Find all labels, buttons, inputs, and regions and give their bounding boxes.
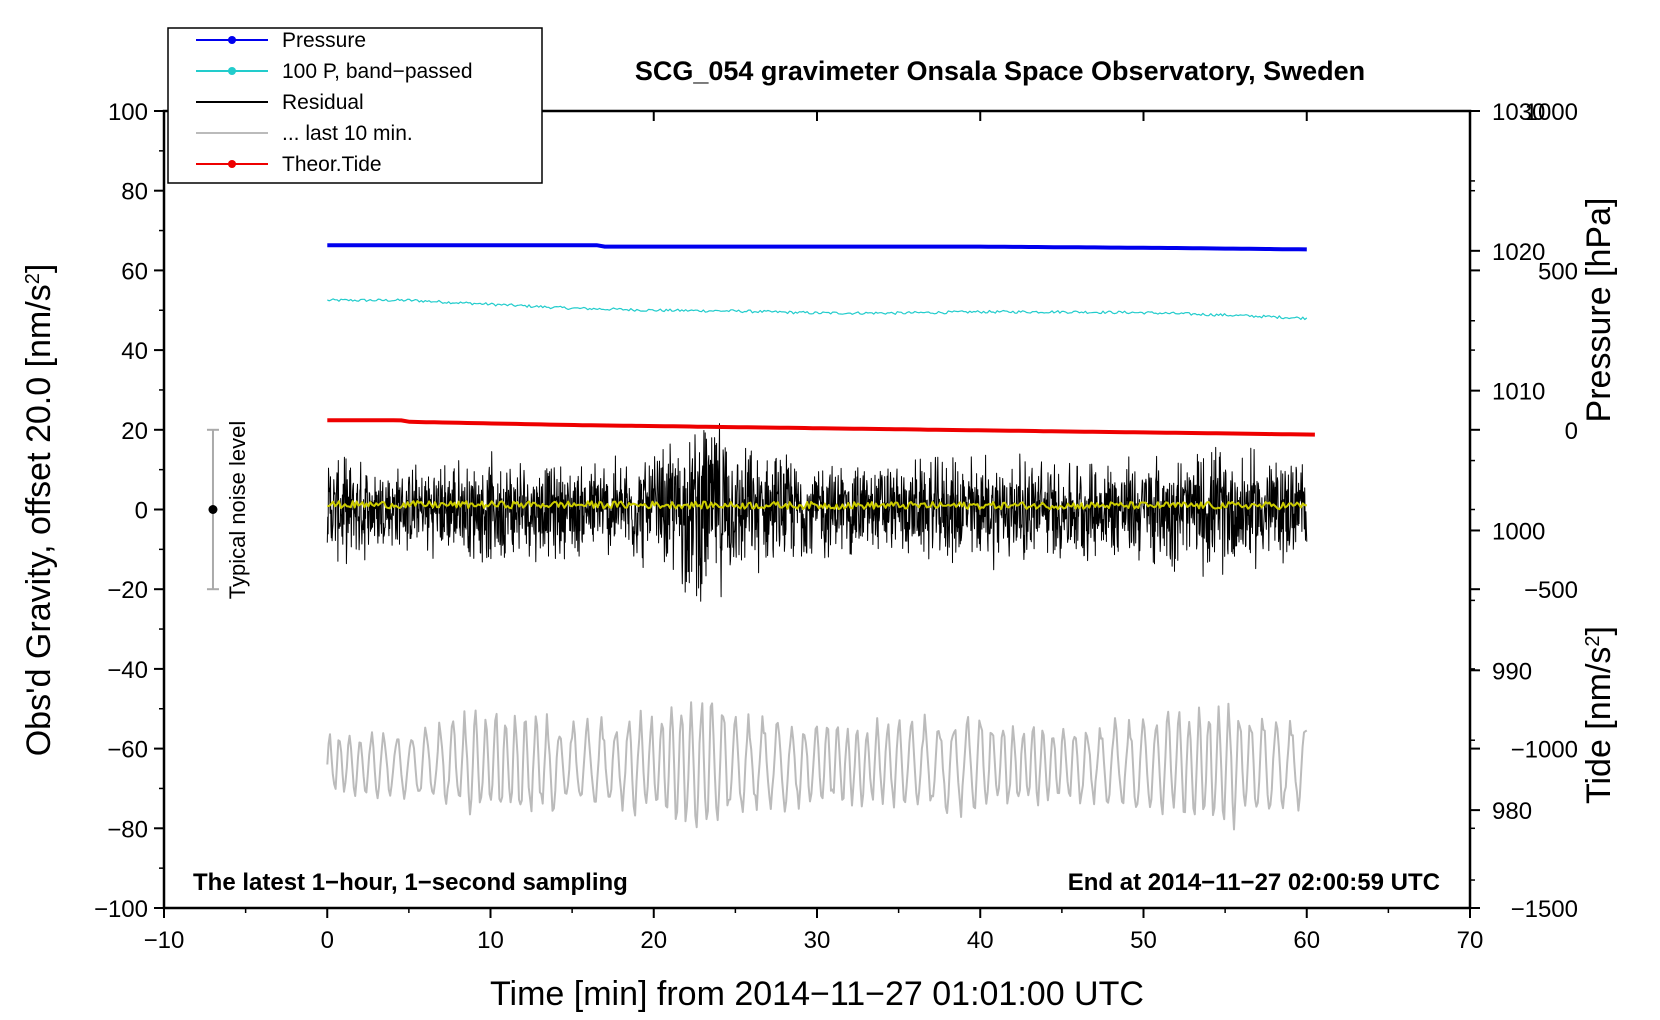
legend-label: Theor.Tide [282,153,382,176]
tide-axis-label-text: Tide [nm/s [1580,647,1618,804]
legend-box [167,27,543,184]
legend-marker [228,36,236,44]
pressure-tick-label: 1020 [1492,239,1545,266]
tide-tick-label: −500 [1524,577,1578,604]
series-theor-tide [327,418,1315,437]
y-axis-label-sup: 2 [22,273,44,284]
x-tick-label: 70 [1457,927,1484,954]
y-tick-label: −80 [107,816,148,843]
noise-label: Typical noise level [225,421,250,600]
x-tick-label: 0 [321,927,334,954]
y-tick-label: −20 [107,577,148,604]
legend-label: 100 P, band−passed [282,60,473,83]
y-tick-label: 100 [108,99,148,126]
tide-axis-label: Tide [nm/s2] [1580,626,1618,804]
noise-indicator: Typical noise level [206,421,250,600]
legend-label: ... last 10 min. [282,122,413,145]
legend-entries: Pressure 100 P, band−passed Residual ... la… [196,29,473,176]
y-axis-label-text: Obs'd Gravity, offset 20.0 [nm/s [20,284,58,756]
annotation-bottom-left: The latest 1−hour, 1−second sampling [193,869,628,896]
chart-title: SCG_054 gravimeter Onsala Space Observat… [635,56,1365,86]
series-100-p-band-passed [327,298,1308,321]
y-tick-label: 20 [121,418,148,445]
tide-tick-label: −1000 [1511,737,1578,764]
y-tick-label: −40 [107,657,148,684]
x-tick-label: −10 [144,927,185,954]
y-tick-label: 0 [135,498,148,525]
x-axis-label: Time [min] from 2014−11−27 01:01:00 UTC [490,975,1144,1013]
series-residual-mean [327,500,1307,511]
series-residual [326,423,1308,602]
tide-tick-label: −1500 [1511,896,1578,923]
x-tick-label: 60 [1293,927,1320,954]
x-tick-label: 40 [967,927,994,954]
y-axis: −100 −80 −60 −40 −20 0 20 40 60 80 100 [94,99,164,923]
legend-marker [228,160,236,168]
tide-axis-label-sup: 2 [1582,635,1604,646]
legend-label: Pressure [282,29,366,52]
x-tick-label: 50 [1130,927,1157,954]
noise-center-dot [208,505,218,514]
tide-tick-label: 500 [1538,258,1578,285]
annotation-bottom-right: End at 2014−11−27 02:00:59 UTC [1068,869,1440,896]
pressure-tick-label: 1000 [1492,518,1545,545]
series-pressure [327,243,1307,252]
x-tick-label: 10 [477,927,504,954]
y-axis-label: Obs'd Gravity, offset 20.0 [nm/s2] [20,264,58,757]
y-tick-label: 80 [121,179,148,206]
legend: Pressure 100 P, band−passed Residual ... la… [167,27,543,184]
series-layer [326,243,1315,831]
pressure-tick-label: 980 [1492,798,1532,825]
y-tick-label: −100 [94,896,148,923]
y-tick-label: −60 [107,737,148,764]
x-axis: −10 0 10 20 30 40 50 60 70 [144,111,1484,954]
tide-tick-label: 0 [1565,418,1578,445]
series-last-10-min [326,701,1308,831]
x-tick-label: 30 [804,927,831,954]
tide-axis-label-close: ] [1580,626,1618,635]
tide-tick-label: 1000 [1525,99,1578,126]
tide-axis: −1500 −1000 −500 0 500 1000 [1470,99,1578,923]
pressure-tick-label: 1010 [1492,379,1545,406]
pressure-tick-label: 1030 [1492,99,1545,126]
y-tick-label: 40 [121,338,148,365]
pressure-tick-label: 990 [1492,658,1532,685]
legend-marker [228,67,236,75]
pressure-axis-label: Pressure [hPa] [1580,198,1618,423]
x-tick-label: 20 [640,927,667,954]
legend-label: Residual [282,91,364,114]
y-axis-label-close: ] [20,264,58,273]
y-tick-label: 60 [121,258,148,285]
